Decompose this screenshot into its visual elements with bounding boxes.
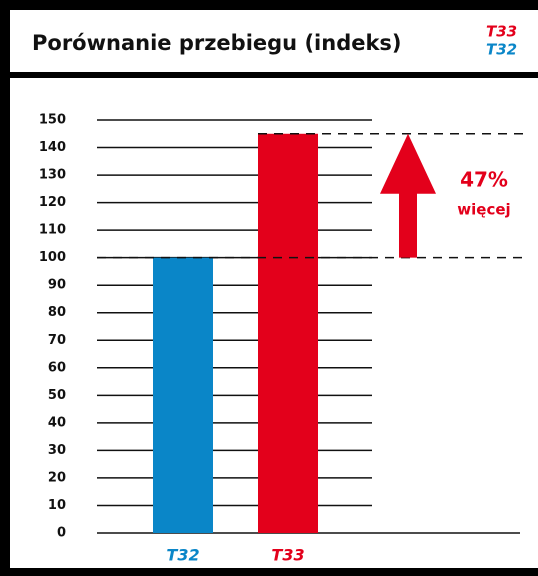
legend-label: T32 [486, 41, 517, 59]
y-tick-label: 110 [39, 223, 66, 238]
annotation: więcej [457, 201, 510, 219]
annotation: 47% [460, 168, 508, 192]
legend-label: T33 [486, 23, 517, 41]
y-tick-label: 30 [48, 443, 66, 458]
y-tick-label: 130 [39, 168, 66, 183]
y-tick-label: 90 [48, 278, 66, 293]
y-tick-label: 50 [48, 388, 66, 403]
y-tick-label: 70 [48, 333, 66, 348]
y-tick-label: 100 [39, 250, 66, 265]
y-tick-label: 0 [57, 526, 66, 541]
y-tick-label: 60 [48, 360, 66, 375]
header-panel [10, 10, 538, 72]
y-tick-label: 40 [48, 415, 66, 430]
arrow [380, 133, 436, 258]
chart-title: Porównanie przebiegu (indeks) [32, 31, 402, 55]
y-tick-label: 80 [48, 305, 66, 320]
y-tick-label: 140 [39, 140, 66, 155]
y-tick-label: 120 [39, 195, 66, 210]
x-tick-label: T32 [166, 546, 199, 565]
y-tick-label: 10 [48, 498, 66, 513]
y-tick-label: 20 [48, 470, 66, 485]
bar [258, 133, 318, 533]
x-tick-label: T33 [271, 546, 304, 565]
y-tick-label: 150 [39, 113, 66, 128]
bar [153, 257, 213, 533]
